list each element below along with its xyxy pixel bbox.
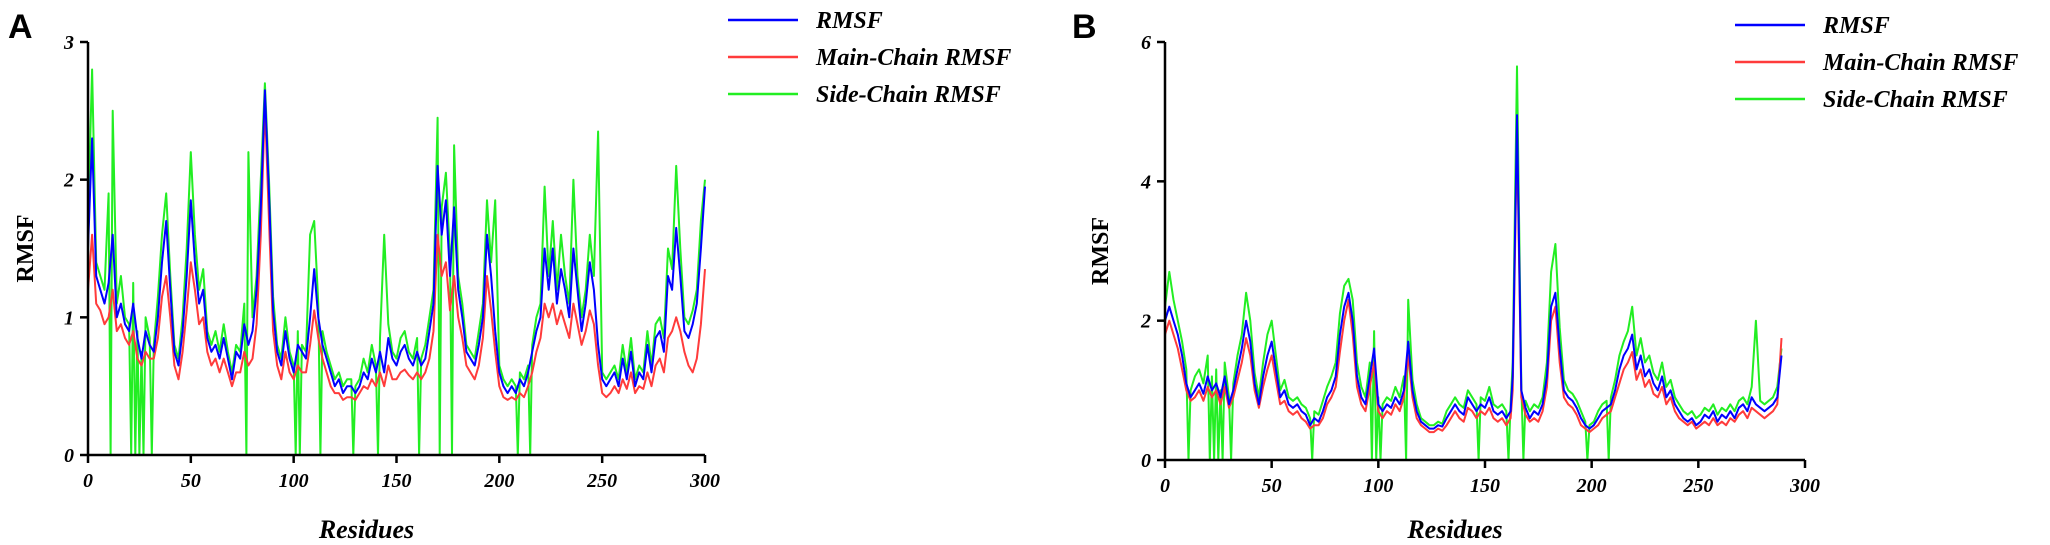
series-line-rmsf: [87, 89, 706, 395]
x-tick-label: 100: [279, 470, 309, 492]
y-axis-title: RMSF: [1088, 217, 1114, 285]
legend-label: Side-Chain RMSF: [1823, 87, 2008, 113]
x-tick-label: 100: [1363, 475, 1393, 497]
x-tick-label: 150: [382, 470, 412, 492]
y-tick-label: 6: [1141, 32, 1151, 54]
chart-panel-a: A 0 1 2 3 0 50 100 150 200 250 300 Residues RMSF RMSF M…: [8, 8, 1011, 544]
y-tick-label: 4: [1140, 171, 1151, 193]
x-axis-title: Residues: [1406, 515, 1502, 544]
legend-label: RMSF: [815, 8, 883, 34]
x-tick-label: 200: [1576, 475, 1607, 497]
x-tick-label: 300: [1789, 475, 1820, 497]
legend-label: Side-Chain RMSF: [816, 82, 1001, 108]
x-tick-label: 0: [1160, 475, 1170, 497]
x-tick-label: 50: [181, 470, 201, 492]
legend: RMSF Main-Chain RMSF Side-Chain RMSF: [1735, 13, 2018, 113]
series-line-rmsf: [1164, 114, 1783, 430]
y-tick-label: 3: [63, 32, 74, 54]
x-axis-title: Residues: [318, 515, 414, 544]
y-tick-label: 2: [1140, 311, 1151, 333]
panel-letter: B: [1072, 8, 1097, 46]
y-axis-title: RMSF: [13, 215, 39, 283]
chart-panel-b: B 0 2 4 6 0 50 100 150 200 250 300 Residues RMSF RMSF M…: [1072, 8, 2018, 544]
panel-letter: A: [8, 8, 33, 46]
legend-label: RMSF: [1822, 13, 1890, 39]
y-tick-label: 0: [64, 445, 74, 467]
x-tick-label: 0: [83, 470, 93, 492]
x-tick-label: 50: [1262, 475, 1282, 497]
legend: RMSF Main-Chain RMSF Side-Chain RMSF: [728, 8, 1011, 108]
x-tick-label: 200: [483, 470, 514, 492]
series-line-side-chain-rmsf: [1164, 65, 1783, 461]
legend-label: Main-Chain RMSF: [1822, 50, 2018, 76]
y-tick-label: 1: [64, 307, 74, 329]
x-tick-label: 300: [689, 470, 720, 492]
y-tick-label: 0: [1141, 450, 1151, 472]
x-tick-label: 150: [1470, 475, 1500, 497]
x-tick-label: 250: [586, 470, 617, 492]
series-line-main-chain-rmsf: [87, 102, 706, 401]
series-line-main-chain-rmsf: [1164, 131, 1783, 434]
y-tick-label: 2: [63, 170, 74, 192]
legend-label: Main-Chain RMSF: [815, 45, 1011, 71]
x-tick-label: 250: [1682, 475, 1713, 497]
series-line-side-chain-rmsf: [87, 68, 706, 456]
